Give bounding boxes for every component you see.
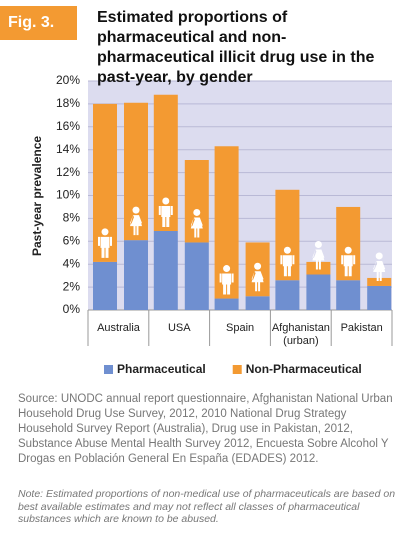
bar-segment — [367, 277, 392, 286]
bar-segment — [306, 261, 331, 275]
x-tick-label: Australia — [97, 322, 140, 334]
x-tick-label: Pakistan — [340, 322, 383, 334]
bar-segment — [336, 206, 361, 281]
female-icon — [312, 241, 325, 270]
y-tick-label: 10% — [56, 188, 80, 202]
y-tick-label: 18% — [56, 96, 80, 110]
legend-label: Non-Pharmaceutical — [246, 362, 362, 376]
male-icon — [341, 246, 356, 277]
source-text: Source: UNODC annual report questionnair… — [18, 393, 393, 465]
figure-label: Fig. 3. — [0, 6, 77, 40]
bar-segment — [245, 296, 270, 310]
bar-segment — [124, 240, 148, 310]
y-tick-label: 4% — [63, 256, 81, 270]
female-icon — [373, 252, 386, 281]
y-tick-label: 14% — [56, 142, 80, 156]
icon-head — [314, 241, 322, 249]
legend-swatch — [232, 365, 242, 374]
y-tick-label: 6% — [63, 233, 81, 247]
chart: Past-year prevalence 0% 2% 4% 6% 8% 10% 12% 14%… — [30, 73, 393, 376]
icon-head — [193, 208, 201, 216]
female-icon — [190, 208, 203, 238]
bar-segment — [214, 298, 239, 310]
bar-segment — [275, 280, 300, 310]
y-tick-label: 2% — [63, 279, 81, 293]
bar-segment — [153, 230, 178, 310]
icon-head — [223, 265, 231, 273]
y-axis-label: Past-year prevalence — [30, 136, 44, 256]
y-tick-label: 20% — [56, 73, 80, 87]
male-icon — [219, 265, 234, 295]
icon-head — [162, 197, 170, 205]
icon-head — [254, 262, 262, 270]
bar-segment — [367, 285, 392, 310]
icon-body — [219, 273, 234, 295]
x-tick-label: Spain — [226, 322, 255, 334]
icon-body — [341, 255, 356, 277]
legend-label: Pharmaceutical — [117, 362, 206, 376]
icon-body — [158, 205, 173, 227]
bar-segment — [214, 146, 239, 299]
y-tick-label: 16% — [56, 119, 80, 133]
chart-title: Estimated proportions of pharmaceutical … — [97, 9, 375, 86]
icon-body — [130, 215, 142, 236]
male-icon — [158, 197, 173, 227]
icon-head — [101, 228, 109, 236]
x-tick-label: USA — [167, 322, 191, 334]
bar-segment — [336, 280, 361, 310]
bar-segment — [275, 189, 300, 281]
icon-body — [251, 271, 264, 292]
y-tick-label: 0% — [63, 302, 81, 316]
female-icon — [130, 206, 142, 236]
icon-body — [98, 236, 112, 258]
bar-segment — [184, 242, 209, 310]
icon-head — [344, 246, 352, 254]
icon-body — [280, 255, 295, 277]
bar-segment — [184, 160, 209, 243]
note-text: Note: Estimated proportions of non-medic… — [18, 488, 396, 525]
x-tick-label: Afghanistan (urban) — [271, 322, 330, 347]
bar-segment — [306, 274, 331, 310]
icon-body — [312, 249, 325, 270]
female-icon — [251, 262, 264, 292]
legend-swatch — [104, 365, 113, 374]
icon-body — [373, 260, 386, 281]
bar-segment — [93, 261, 117, 310]
icon-body — [190, 217, 203, 238]
icon-head — [375, 252, 383, 260]
icon-head — [132, 206, 140, 214]
male-icon — [280, 246, 295, 277]
y-tick-label: 12% — [56, 165, 80, 179]
male-icon — [98, 228, 112, 258]
icon-head — [283, 246, 291, 254]
y-tick-label: 8% — [63, 211, 81, 225]
bar-segment — [93, 103, 117, 262]
